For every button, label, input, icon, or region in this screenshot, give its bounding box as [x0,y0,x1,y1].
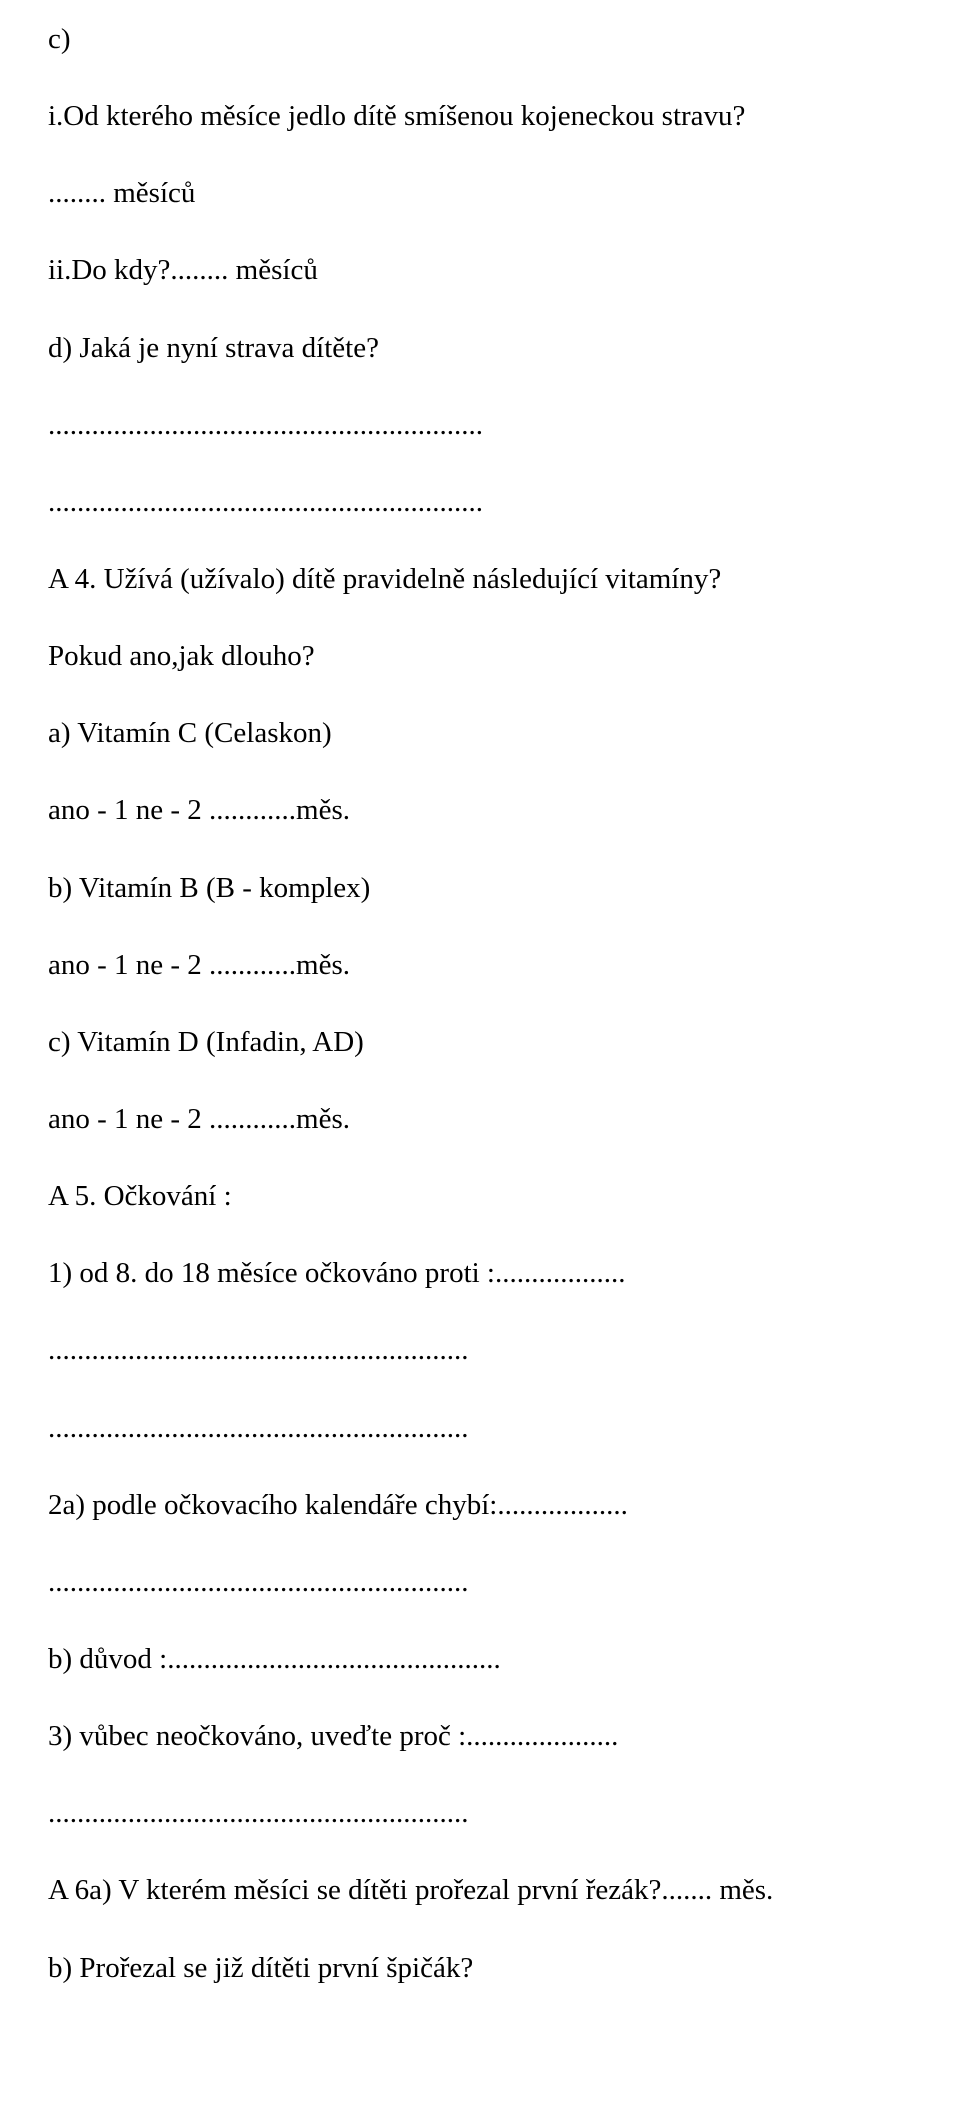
text-line: 2a) podle očkovacího kalendáře chybí:...… [48,1486,912,1525]
text-line: ........................................… [48,406,912,445]
text-line: ........................................… [48,1794,912,1833]
text-line: b) Prořezal se již dítěti první špičák? [48,1949,912,1988]
text-line: ........................................… [48,1331,912,1370]
text-line: A 4. Užívá (užívalo) dítě pravidelně nás… [48,560,912,599]
document-page: c) i.Od kterého měsíce jedlo dítě smíšen… [0,0,960,2124]
text-line: ano - 1 ne - 2 ............měs. [48,791,912,830]
text-line: Pokud ano,jak dlouho? [48,637,912,676]
text-line: a) Vitamín C (Celaskon) [48,714,912,753]
text-line: i.Od kterého měsíce jedlo dítě smíšenou … [48,97,912,136]
text-line: A 5. Očkování : [48,1177,912,1216]
text-line: A 6a) V kterém měsíci se dítěti prořezal… [48,1871,912,1910]
text-line: ........................................… [48,483,912,522]
text-line: 1) od 8. do 18 měsíce očkováno proti :..… [48,1254,912,1293]
text-line: ano - 1 ne - 2 ............měs. [48,946,912,985]
text-line: 3) vůbec neočkováno, uveďte proč :......… [48,1717,912,1756]
text-line: c) Vitamín D (Infadin, AD) [48,1023,912,1062]
text-line: ano - 1 ne - 2 ............měs. [48,1100,912,1139]
text-line: ........ měsíců [48,174,912,213]
text-line: ........................................… [48,1409,912,1448]
text-line: ........................................… [48,1563,912,1602]
text-line: ii.Do kdy?........ měsíců [48,251,912,290]
text-line: b) důvod :..............................… [48,1640,912,1679]
text-line: c) [48,20,912,59]
text-line: d) Jaká je nyní strava dítěte? [48,329,912,368]
text-line: b) Vitamín B (B - komplex) [48,869,912,908]
